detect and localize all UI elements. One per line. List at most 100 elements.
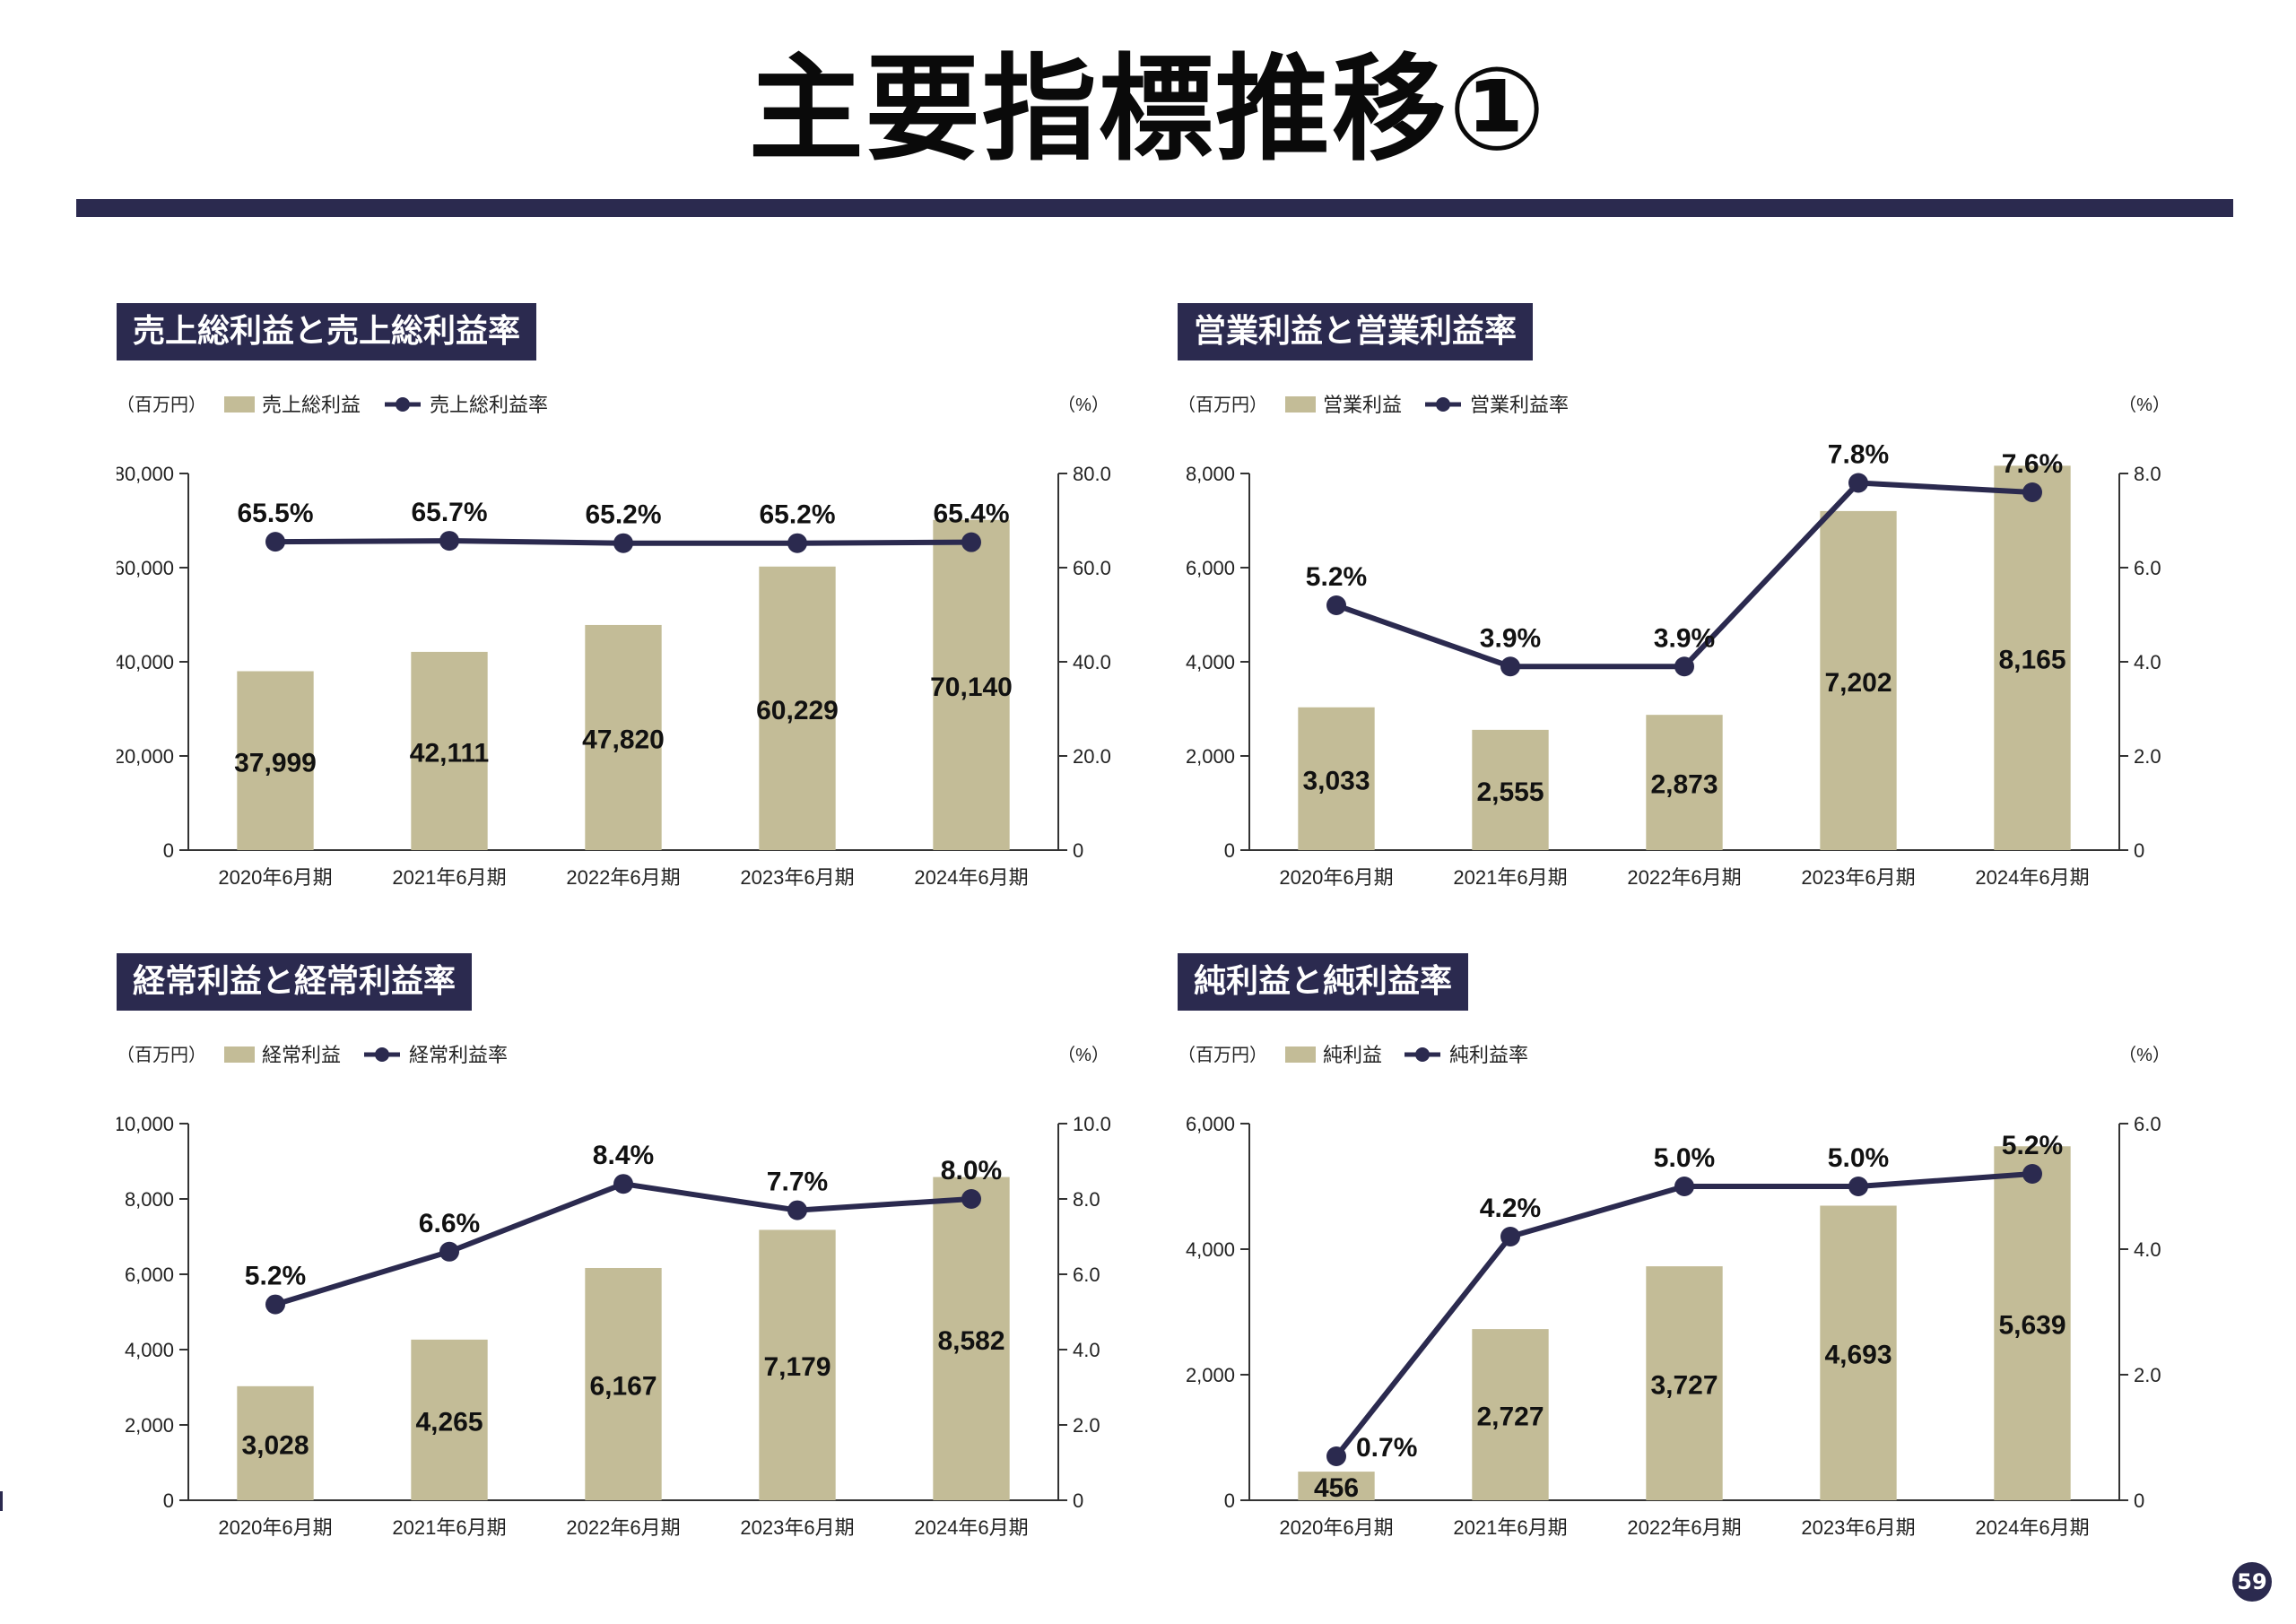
chart-heading: 売上総利益と売上総利益率	[117, 303, 537, 360]
x-tick-label: 2023年6月期	[740, 1516, 854, 1539]
x-tick-label: 2022年6月期	[1627, 1516, 1741, 1539]
x-tick-label: 2023年6月期	[1801, 1516, 1915, 1539]
chart-panel-net-income: 純利益と純利益率 （百万円） 純利益 純利益率 （%） 0 2,000 4,000 6,000…	[1178, 953, 2236, 1572]
line-value-label: 6.6%	[419, 1209, 480, 1238]
line-value-label: 5.0%	[1654, 1143, 1715, 1173]
line-point	[2022, 1164, 2042, 1184]
right-tick-label: 6.0	[2134, 557, 2161, 579]
legend-bar-swatch	[1285, 396, 1316, 413]
line-point	[1848, 1177, 1868, 1196]
bar	[1994, 1146, 2071, 1500]
x-tick-label: 2020年6月期	[1279, 1516, 1393, 1539]
bar-value-label: 47,820	[582, 725, 665, 754]
left-tick-label: 6,000	[125, 1264, 174, 1286]
line-value-label: 5.2%	[2002, 1131, 2063, 1160]
x-tick-label: 2022年6月期	[566, 866, 680, 889]
line-value-label: 65.2%	[759, 500, 835, 530]
x-tick-label: 2020年6月期	[1279, 866, 1393, 889]
bar	[1472, 1329, 1549, 1500]
chart-gross-profit: （百万円） 売上総利益 売上総利益率 （%） 0 20,000 40,000 60,000 80…	[117, 394, 1111, 889]
left-tick-label: 0	[163, 839, 174, 862]
left-tick-label: 20,000	[117, 745, 174, 768]
legend-bar-label: 売上総利益	[262, 394, 361, 416]
x-tick-label: 2021年6月期	[1453, 1516, 1567, 1539]
line-point	[1326, 595, 1346, 615]
bar	[1820, 1205, 1897, 1500]
right-tick-label: 4.0	[2134, 1238, 2161, 1261]
line-point	[1326, 1446, 1346, 1466]
chart-operating-income: （百万円） 営業利益 営業利益率 （%） 0 2,000 4,000 6,000 8,000 0 2…	[1178, 394, 2170, 889]
line-point	[787, 533, 807, 553]
title-divider	[76, 199, 2233, 217]
bar	[585, 624, 662, 850]
bar-value-label: 8,165	[1998, 646, 2066, 675]
line-value-label: 65.4%	[933, 499, 1009, 529]
right-axis-unit: （%）	[1057, 1045, 1109, 1065]
left-tick-label: 6,000	[1186, 1113, 1235, 1135]
chart-heading: 営業利益と営業利益率	[1178, 303, 1534, 360]
line-value-label: 5.0%	[1828, 1143, 1889, 1173]
x-tick-label: 2024年6月期	[914, 1516, 1028, 1539]
x-tick-label: 2021年6月期	[392, 1516, 506, 1539]
x-tick-label: 2022年6月期	[1627, 866, 1741, 889]
line-point	[2022, 482, 2042, 502]
left-tick-label: 60,000	[117, 557, 174, 579]
chart-ordinary-income: （百万円） 経常利益 経常利益率 （%） 0 2,000 4,000 6,000 8,000 10…	[117, 1044, 1111, 1539]
page-number-badge: 59	[2232, 1562, 2272, 1602]
bar-value-label: 37,999	[234, 748, 317, 777]
bar-value-label: 4,693	[1824, 1341, 1892, 1370]
line-value-label: 8.4%	[593, 1141, 654, 1170]
line-point	[1848, 473, 1868, 493]
chart-net-income: （百万円） 純利益 純利益率 （%） 0 2,000 4,000 6,000 0 2.0 4.0 6.…	[1178, 1044, 2170, 1539]
x-tick-label: 2024年6月期	[1975, 866, 2089, 889]
legend-bar-swatch	[1285, 1046, 1316, 1063]
right-tick-label: 60.0	[1073, 557, 1111, 579]
left-axis-unit: （百万円）	[1178, 395, 1267, 415]
line-value-label: 0.7%	[1356, 1433, 1417, 1463]
bar	[933, 1177, 1010, 1500]
left-tick-label: 40,000	[117, 651, 174, 673]
line-point	[613, 533, 633, 553]
line-value-label: 4.2%	[1480, 1194, 1541, 1223]
line-value-label: 7.6%	[2002, 449, 2063, 479]
right-tick-label: 0	[2134, 839, 2144, 862]
legend-bar-label: 純利益	[1323, 1044, 1382, 1066]
legend-line-marker	[375, 1047, 389, 1062]
legend-line-label: 売上総利益率	[430, 394, 548, 416]
line-value-label: 5.2%	[245, 1262, 306, 1291]
margin-marker	[0, 1491, 3, 1511]
line-value-label: 3.9%	[1480, 623, 1541, 653]
bar	[411, 651, 488, 850]
line-point	[1674, 656, 1694, 677]
chart-panel-gross-profit: 売上総利益と売上総利益率 （百万円） 売上総利益 売上総利益率 （%） 0 20,000 4…	[117, 303, 1175, 922]
left-tick-label: 2,000	[1186, 745, 1235, 768]
bar	[1646, 715, 1723, 850]
legend-bar-swatch	[224, 1046, 255, 1063]
right-axis-unit: （%）	[2118, 1045, 2170, 1065]
legend-bar-label: 経常利益	[262, 1044, 341, 1066]
right-axis-unit: （%）	[2118, 395, 2170, 415]
left-axis-unit: （百万円）	[1178, 1045, 1267, 1065]
x-tick-label: 2020年6月期	[218, 1516, 332, 1539]
right-tick-label: 2.0	[1073, 1414, 1100, 1437]
line-value-label: 3.9%	[1654, 623, 1715, 653]
line-value-label: 65.7%	[411, 498, 487, 527]
chart-panel-ordinary-income: 経常利益と経常利益率 （百万円） 経常利益 経常利益率 （%） 0 2,000 4,000 6…	[117, 953, 1175, 1572]
x-tick-label: 2023年6月期	[1801, 866, 1915, 889]
line-point	[787, 1200, 807, 1220]
page-title: 主要指標推移①	[748, 43, 1548, 177]
right-tick-label: 4.0	[2134, 651, 2161, 673]
right-tick-label: 80.0	[1073, 463, 1111, 485]
line-value-label: 7.8%	[1828, 440, 1889, 470]
line-point	[1674, 1177, 1694, 1196]
bar-value-label: 70,140	[930, 673, 1013, 702]
left-tick-label: 0	[1224, 839, 1235, 862]
bar	[1646, 1266, 1723, 1500]
line-point	[439, 531, 459, 551]
left-tick-label: 0	[163, 1489, 174, 1512]
bar	[237, 671, 314, 850]
right-tick-label: 20.0	[1073, 745, 1111, 768]
bar-value-label: 42,111	[410, 738, 489, 768]
bar	[1472, 729, 1549, 850]
right-tick-label: 40.0	[1073, 651, 1111, 673]
